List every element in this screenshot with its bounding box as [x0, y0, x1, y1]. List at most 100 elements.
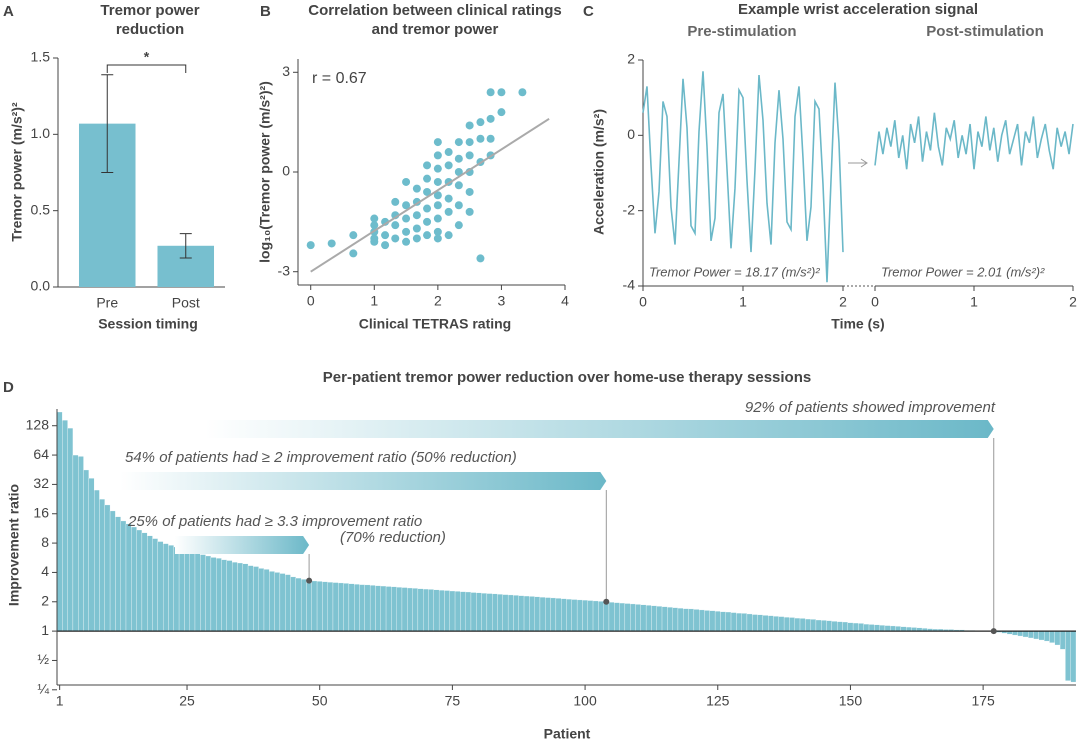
bar: [210, 557, 217, 632]
bar: [730, 612, 737, 632]
bar: [194, 553, 201, 632]
point: [444, 148, 453, 157]
bar: [783, 617, 790, 632]
arrow: [848, 158, 868, 168]
bar: [799, 618, 806, 632]
y-tick-label: 2: [41, 592, 49, 608]
point: [423, 217, 432, 226]
bar: [83, 469, 89, 632]
point: [433, 164, 442, 173]
bar: [200, 554, 206, 632]
bar: [94, 489, 100, 632]
bar: [438, 590, 445, 632]
bar: [401, 587, 408, 632]
bar: [826, 620, 833, 632]
point: [518, 88, 527, 97]
y-tick-label: 0.5: [31, 201, 51, 217]
bar: [778, 616, 785, 632]
bar: [332, 582, 339, 632]
bar: [576, 599, 583, 632]
bar: [178, 548, 185, 632]
bar: [497, 594, 503, 632]
bar: [603, 601, 610, 632]
point: [465, 138, 474, 147]
annotation: Tremor Power = 2.01 (m/s²)²: [881, 264, 1045, 279]
subtitle: Post-stimulation: [926, 23, 1044, 40]
bar: [476, 592, 482, 632]
panel-letter: D: [3, 379, 14, 396]
bar: [773, 616, 779, 632]
point: [412, 184, 421, 193]
point: [454, 201, 463, 210]
panel-letter: A: [3, 3, 14, 20]
bar: [1065, 630, 1071, 681]
bar: [316, 581, 323, 632]
point: [444, 161, 453, 170]
bar: [147, 535, 153, 632]
chart-title: Example wrist acceleration signal: [738, 1, 978, 18]
annotation: 92% of patients showed improvement: [745, 399, 996, 416]
bar: [507, 594, 514, 632]
point: [423, 204, 432, 213]
bar: [1070, 630, 1077, 683]
error-bar: [179, 233, 192, 259]
bar: [412, 588, 419, 632]
x-tick-label: Pre: [96, 295, 118, 311]
bar: [189, 551, 196, 632]
bar: [481, 593, 488, 632]
bar: [810, 619, 817, 632]
bar: [157, 541, 164, 632]
y-tick-label: 32: [33, 475, 49, 491]
bar: [768, 615, 774, 632]
bar: [285, 574, 291, 632]
point: [391, 197, 400, 206]
y-axis-label: Improvement ratio: [6, 484, 22, 606]
point: [402, 177, 411, 186]
y-tick-label: 0.0: [31, 278, 51, 294]
y-tick-label: -3: [278, 262, 291, 278]
bar: [1049, 630, 1055, 643]
bar: [279, 573, 286, 632]
y-tick-label: ½: [37, 651, 49, 667]
bar: [858, 623, 864, 632]
bar: [465, 591, 472, 632]
bar: [88, 478, 95, 632]
y-tick-label: 3: [282, 63, 290, 79]
bar: [741, 613, 748, 632]
point: [486, 134, 495, 143]
bar: [375, 585, 381, 632]
bar: [343, 583, 350, 632]
significance-bracket: [106, 64, 187, 73]
y-tick-label: -2: [623, 201, 636, 217]
bar: [906, 626, 912, 632]
bar: [306, 580, 312, 632]
bar: [385, 586, 392, 632]
x-tick-label: 50: [312, 693, 328, 709]
point: [465, 121, 474, 130]
bar: [1022, 630, 1029, 638]
x-tick-label: 2: [1069, 294, 1077, 310]
bar: [216, 558, 222, 632]
bar: [295, 577, 302, 632]
bar: [359, 584, 365, 632]
bar: [677, 608, 684, 632]
y-tick-label: 4: [41, 563, 49, 579]
bar: [237, 562, 243, 632]
bar: [672, 607, 679, 632]
point: [370, 237, 379, 246]
bar: [258, 568, 265, 632]
panel-letter: B: [260, 3, 271, 20]
bar: [433, 589, 440, 632]
x-axis-label: Session timing: [98, 316, 198, 332]
bar: [555, 598, 562, 632]
bar: [550, 597, 557, 632]
bar: [879, 625, 886, 632]
bar: [300, 579, 307, 632]
bar: [1038, 630, 1045, 641]
y-tick-label: ¼: [37, 681, 49, 697]
bar: [683, 608, 689, 632]
bar: [423, 588, 429, 632]
bar: [348, 583, 355, 632]
bar: [460, 591, 466, 632]
bar: [152, 538, 158, 632]
